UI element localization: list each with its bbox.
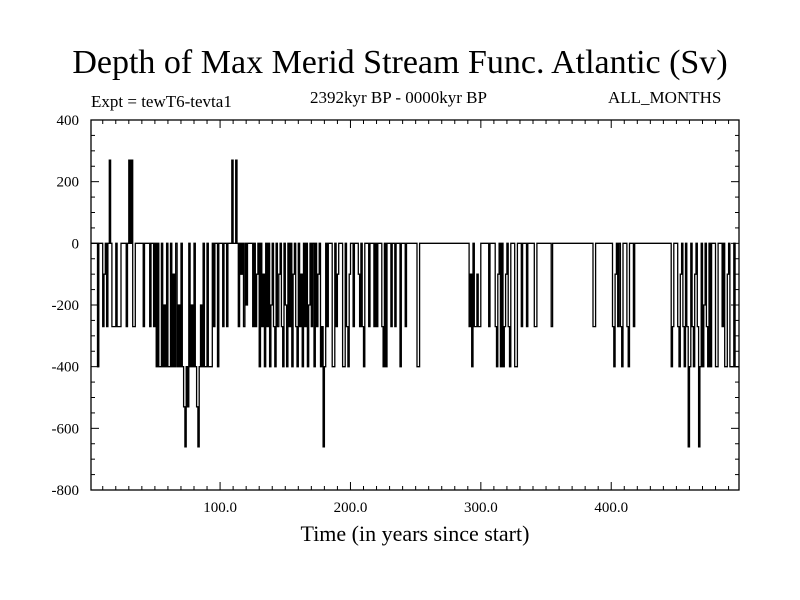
period-label: 2392kyr BP - 0000kyr BP	[310, 88, 487, 107]
series-line	[91, 159, 739, 448]
axis-ticks	[91, 119, 739, 491]
y-tick-label: -200	[52, 298, 80, 314]
months-label: ALL_MONTHS	[608, 88, 722, 107]
x-tick-label: 300.0	[464, 500, 498, 516]
y-tick-label: 200	[57, 175, 80, 191]
y-tick-label: -800	[52, 483, 80, 499]
tick-labels: 400 200 0 -200 -400 -600 -800 100.0 200.0 300.0 40…	[52, 113, 629, 516]
y-tick-label: 0	[72, 236, 80, 252]
y-tick-label: -400	[52, 360, 80, 376]
x-tick-label: 100.0	[203, 500, 237, 516]
y-tick-label: -600	[52, 421, 80, 437]
x-tick-label: 400.0	[594, 500, 628, 516]
chart-title: Depth of Max Merid Stream Func. Atlantic…	[72, 44, 728, 81]
x-tick-label: 200.0	[334, 500, 368, 516]
y-tick-label: 400	[57, 113, 80, 129]
experiment-label: Expt = tewT6-tevta1	[91, 92, 232, 111]
x-axis-label: Time (in years since start)	[300, 521, 530, 546]
plot-frame	[90, 119, 740, 491]
